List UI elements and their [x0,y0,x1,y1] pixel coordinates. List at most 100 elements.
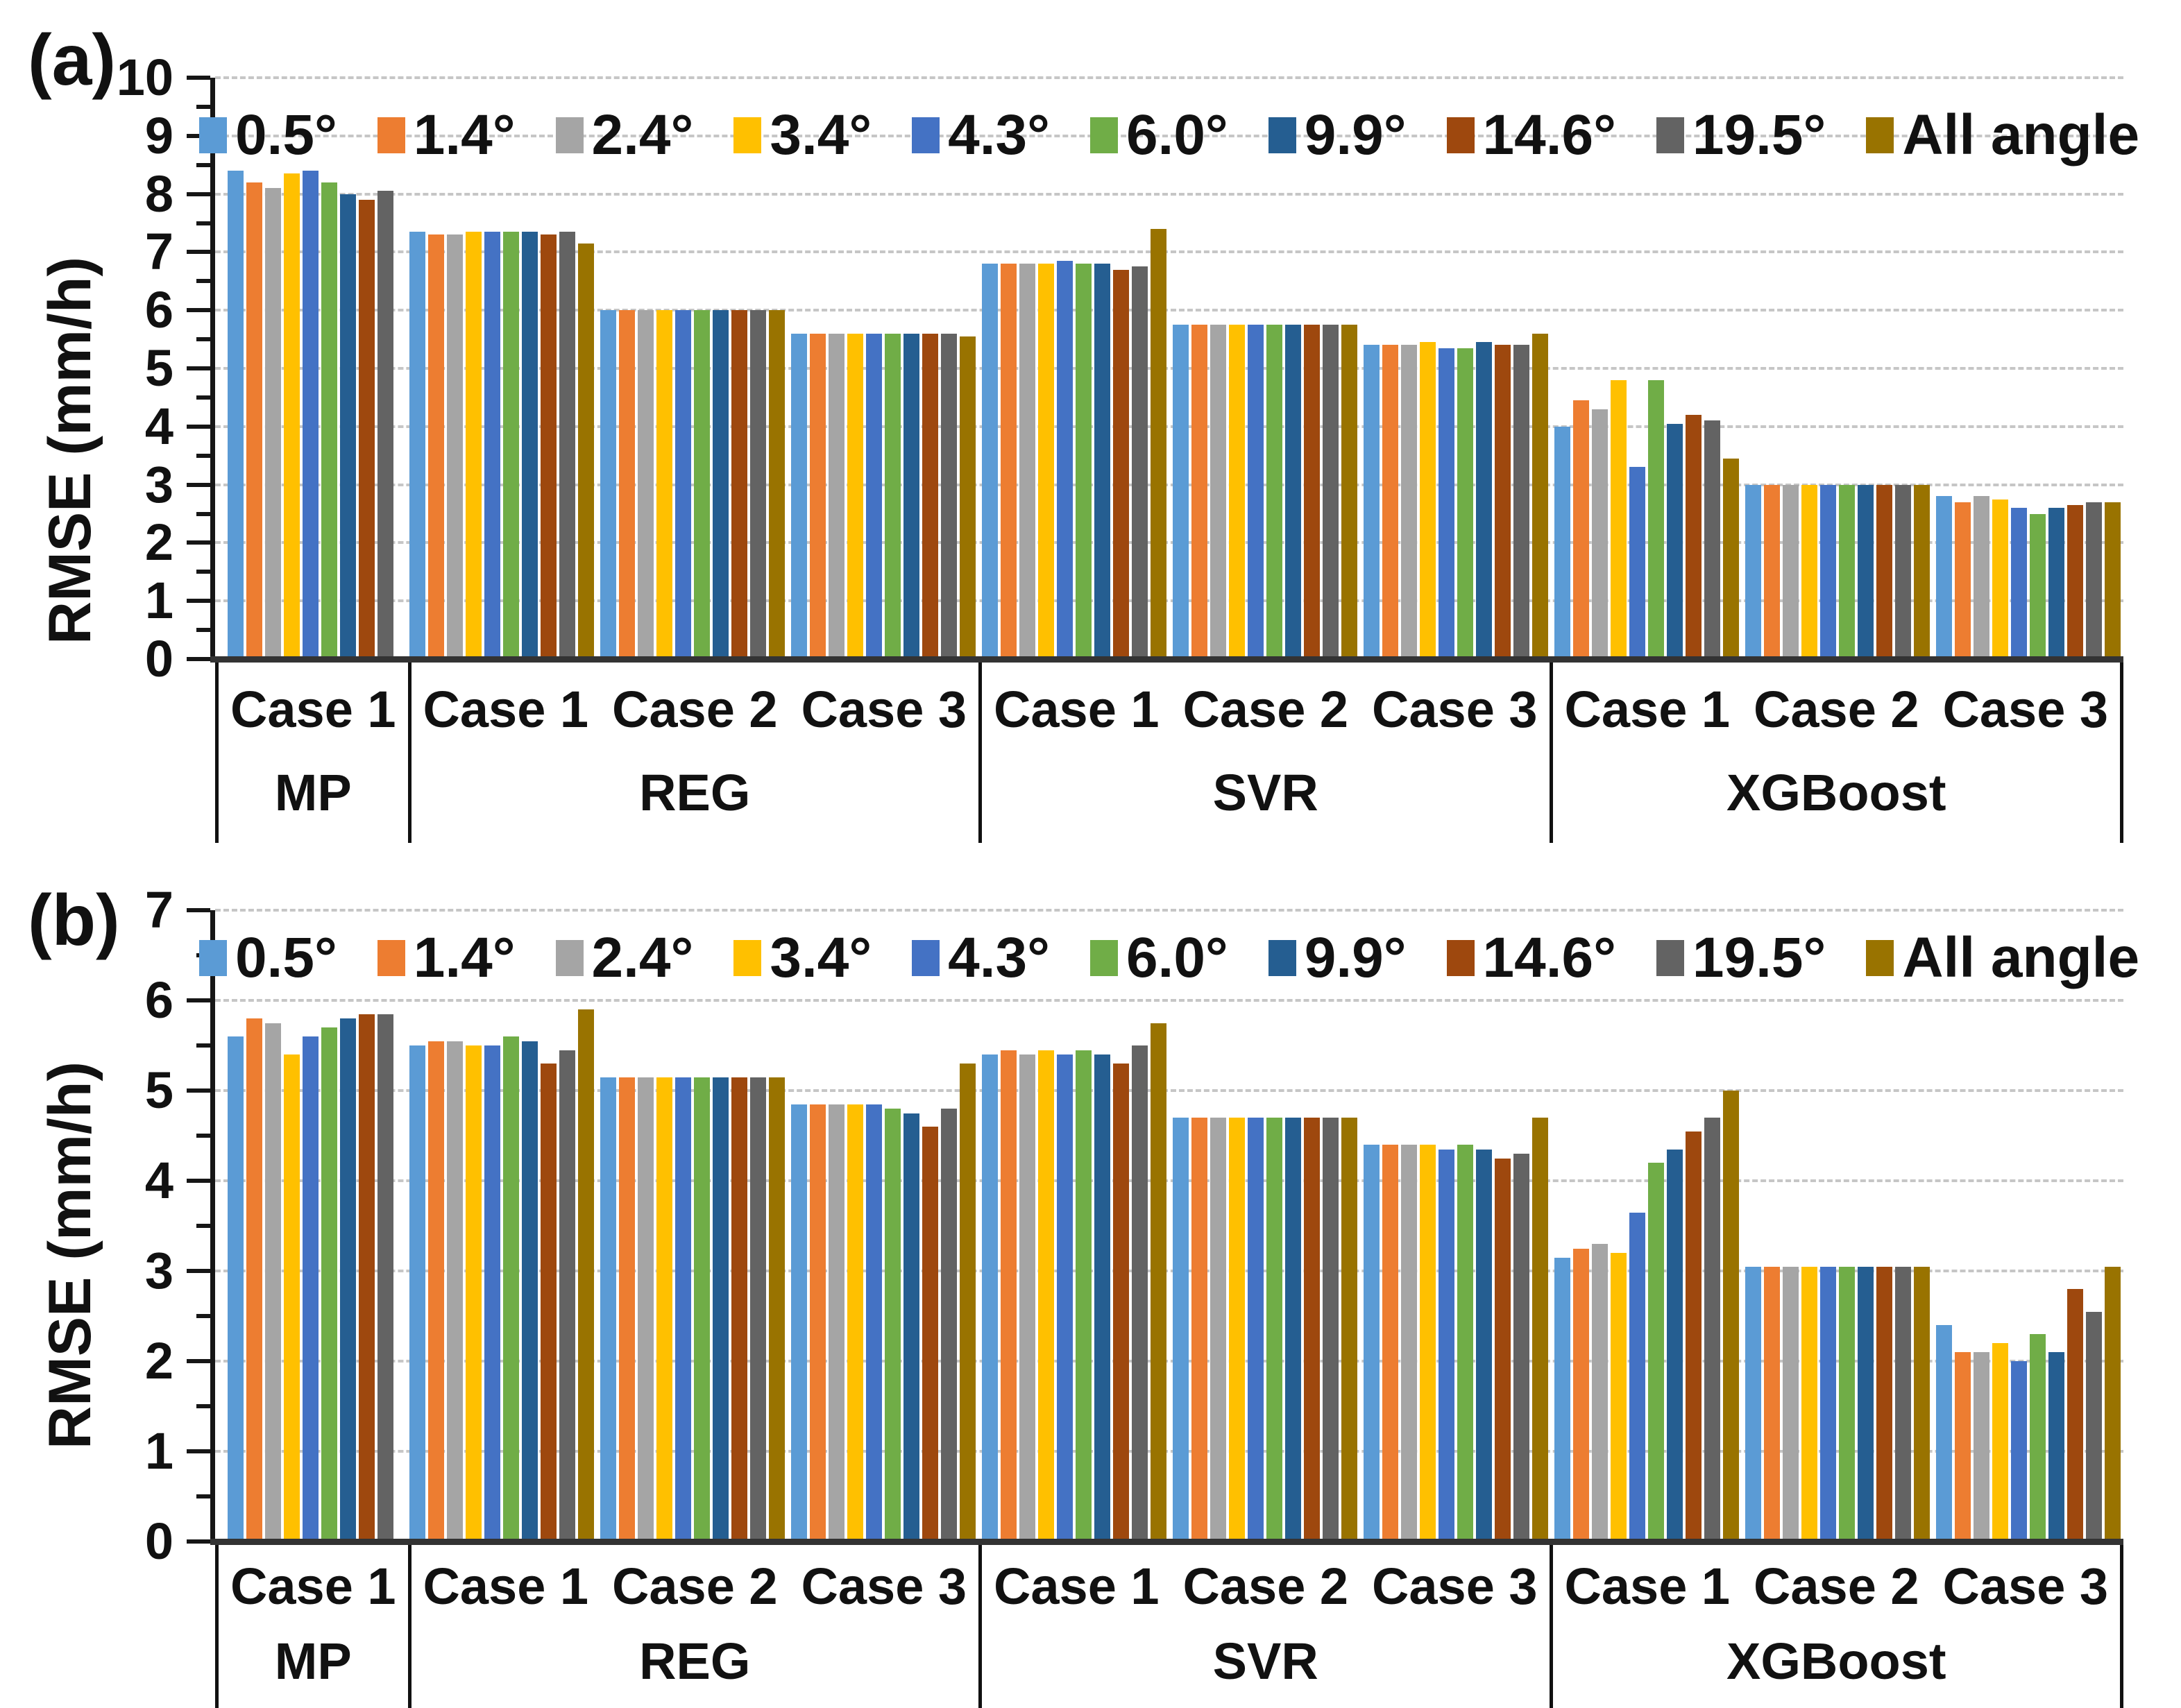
legend-swatch-icon [198,940,227,976]
legend-item-label: 0.5° [235,103,337,166]
bar [865,333,882,659]
bar [1722,458,1739,659]
case-group [1169,78,1360,659]
legend-item-label: 2.4° [591,103,694,166]
bar [1591,409,1608,659]
bar [1056,260,1073,659]
y-tick-label: 5 [144,339,173,397]
bar [1745,1266,1761,1542]
case-label-row: Case 1 Case 2 Case 3 [1553,1550,2121,1623]
bar [1629,1212,1645,1542]
bar [1857,484,1874,659]
x-axis-line [210,1539,2123,1545]
legend-item-label: 1.4° [413,926,516,989]
model-group-label-box: Case 1 Case 2 Case 3 SVR [978,659,1550,843]
bar [981,264,998,659]
gridline [215,134,2123,137]
y-tick [196,1314,210,1318]
bar [340,1018,356,1542]
bar [1438,1149,1454,1542]
bar [1419,342,1436,659]
y-tick [196,1224,210,1228]
y-tick-label: 8 [144,164,173,223]
model-group-label-box: Case 1 Case 2 Case 3 REG [407,659,979,843]
bar [828,333,845,659]
bar [600,1077,616,1542]
bar [1019,264,1035,659]
bar [618,310,635,659]
case-group [1360,910,1551,1542]
case-group [597,78,788,659]
bars-container [215,78,2123,659]
model-group-label-box: Case 1 Case 2 Case 3 SVR [978,1542,1550,1708]
case-label-row: Case 1 Case 2 Case 3 [411,667,979,751]
y-tick-label: 5 [144,1061,173,1119]
y-tick-label: 3 [144,455,173,513]
bar [1554,426,1570,659]
case-label-row: Case 1 Case 2 Case 3 [982,1550,1550,1623]
bar [1247,325,1264,659]
model-group-label-box: Case 1 Case 2 Case 3 REG [407,1542,979,1708]
bar [1266,1118,1282,1542]
bar [1685,1131,1701,1542]
bar [484,232,500,659]
bar [903,1113,919,1542]
bar [321,182,337,659]
legend-item-label: 19.5° [1692,103,1826,166]
bar [1894,1266,1911,1542]
legend-swatch-icon [1656,117,1684,153]
legend-item-label: 0.5° [235,926,337,989]
case-group [1742,78,1933,659]
bar [749,1077,766,1542]
y-tick [187,1539,210,1544]
case-group [788,78,978,659]
legend-swatch-icon [377,940,405,976]
case-label: Case 2 [1753,680,1919,738]
case-label: Case 2 [1753,1557,1919,1615]
bar [265,1023,281,1542]
model-label: XGBoost [1726,763,1946,821]
bars-container [215,910,2123,1542]
case-label: Case 2 [611,1557,778,1615]
bar [540,1064,557,1542]
bar [656,1077,672,1542]
bar [265,188,281,659]
bar [1610,379,1627,659]
case-label: Case 1 [230,1557,396,1615]
legend-swatch-icon [198,117,227,153]
y-tick [187,133,210,138]
bar [2048,1352,2064,1542]
y-tick [187,908,210,912]
y-tick [196,395,210,400]
bar [340,194,356,659]
bar [1150,228,1166,659]
bar [1247,1118,1264,1542]
gridline [215,1450,2123,1453]
gridline [215,76,2123,79]
y-tick-label: 9 [144,106,173,164]
plot-area-b: 0.5° 1.4° 2.4° 3.4° 4.3° 6.0° 9.9° 14.6° 19.5° Al… [198,909,2139,1545]
y-tick [196,628,210,633]
bar [1494,1158,1511,1542]
y-tick-label: 0 [144,1512,173,1570]
bar [1172,325,1189,659]
y-tick [187,424,210,429]
bar [2067,1289,2083,1542]
case-label: Case 3 [801,1557,967,1615]
bar [1513,345,1529,659]
y-tick [187,1179,210,1183]
legend-swatch-icon [555,940,584,976]
bar [1382,345,1398,659]
bar [1457,348,1473,659]
legend-item-label: All angle [1902,926,2140,989]
bar [865,1104,882,1542]
y-tick-label: 1 [144,1422,173,1480]
bar [959,336,976,659]
bar [828,1104,845,1542]
y-tick [187,76,210,80]
gridline [215,367,2123,370]
gridline [215,250,2123,254]
bar [637,310,654,659]
legend-item: 9.9° [1268,103,1407,168]
bar [284,1054,300,1542]
